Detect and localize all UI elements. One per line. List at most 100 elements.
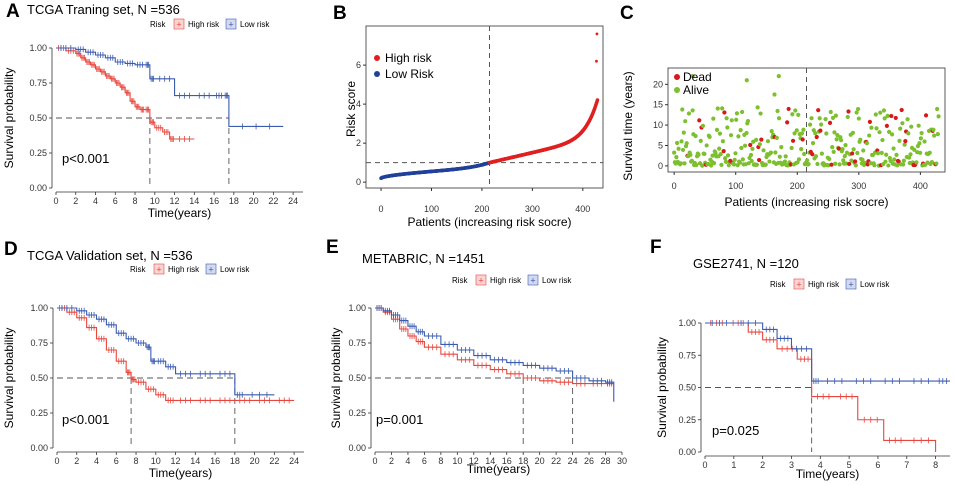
alive-point xyxy=(723,159,728,164)
alive-point xyxy=(917,141,922,146)
km-curve-high-risk xyxy=(57,307,295,401)
y-tick-label: 0.25 xyxy=(29,148,47,158)
dead-point xyxy=(800,137,805,142)
alive-point xyxy=(875,151,881,156)
alive-point xyxy=(789,145,794,151)
x-tick-label: 400 xyxy=(913,181,928,191)
y-tick-label: 0.00 xyxy=(678,447,696,457)
x-tick-label: 0 xyxy=(702,460,707,470)
risk-outlier xyxy=(595,32,599,36)
alive-point xyxy=(777,154,782,159)
alive-point xyxy=(774,135,779,140)
km-curve-low-risk xyxy=(375,307,615,402)
alive-point xyxy=(794,128,799,133)
legend-high-key xyxy=(153,263,165,275)
x-tick-label: 12 xyxy=(469,456,479,466)
alive-point xyxy=(718,152,723,157)
x-tick-label: 3 xyxy=(789,460,794,470)
alive-point xyxy=(849,158,854,163)
y-tick-label: 0.00 xyxy=(29,183,47,193)
legend-high-label: High risk xyxy=(168,265,200,274)
x-tick-label: 14 xyxy=(189,196,199,206)
legend-high-key xyxy=(475,274,487,286)
alive-point xyxy=(819,151,824,156)
x-tick-label: 4 xyxy=(94,456,99,466)
legend-high-key xyxy=(793,278,805,290)
alive-point xyxy=(799,147,804,152)
p-value: p=0.025 xyxy=(712,423,759,438)
y-tick-label: 1.00 xyxy=(30,303,48,313)
alive-point xyxy=(715,106,720,111)
y-axis-title: Survival probability xyxy=(2,68,16,169)
alive-point xyxy=(895,163,900,168)
alive-point xyxy=(737,160,742,165)
y-tick-label: 0.50 xyxy=(678,383,696,393)
alive-point xyxy=(935,106,940,112)
alive-point xyxy=(918,150,923,155)
y-tick-label: 0.75 xyxy=(678,350,696,360)
dead-point xyxy=(818,128,823,133)
dead-point xyxy=(899,107,904,113)
alive-point xyxy=(898,126,903,131)
alive-point xyxy=(775,108,780,114)
panel-letter-d: D xyxy=(4,239,18,260)
x-tick-label: 1 xyxy=(731,460,736,470)
y-tick-label: 15 xyxy=(653,100,663,110)
alive-point xyxy=(827,156,832,162)
legend-high-label: High risk xyxy=(188,20,220,29)
alive-point xyxy=(739,145,744,151)
alive-point xyxy=(901,162,906,167)
alive-point xyxy=(782,159,788,164)
alive-point xyxy=(742,143,748,148)
x-tick-label: 0 xyxy=(672,181,677,191)
alive-point xyxy=(891,146,896,151)
alive-point xyxy=(723,156,728,161)
x-tick-label: 300 xyxy=(525,204,540,214)
x-tick-label: 18 xyxy=(518,456,528,466)
dead-point xyxy=(903,139,908,144)
x-tick-label: 400 xyxy=(575,204,590,214)
alive-point xyxy=(902,142,907,147)
y-tick-label: 0.00 xyxy=(30,443,48,453)
alive-point xyxy=(783,154,788,159)
km-plot-a: TCGA Traning set, N =536 Risk + High risk + L… xyxy=(2,2,303,220)
legend-low-key xyxy=(225,18,237,30)
alive-point xyxy=(776,74,781,79)
x-tick-label: 16 xyxy=(210,456,220,466)
alive-point xyxy=(856,116,861,121)
alive-point xyxy=(916,123,921,128)
legend-low-mark: + xyxy=(530,276,535,286)
x-tick-label: 4 xyxy=(405,456,410,466)
x-tick-label: 6 xyxy=(422,456,427,466)
alive-point xyxy=(704,143,709,148)
alive-point xyxy=(855,106,861,112)
legend-low-label: Low Risk xyxy=(385,67,435,81)
legend-low-label: Low risk xyxy=(542,276,572,285)
alive-point xyxy=(758,111,763,116)
dead-point xyxy=(829,162,834,167)
y-tick-label: 0.75 xyxy=(30,338,48,348)
chart-title: GSE2741, N =120 xyxy=(693,256,799,271)
x-tick-label: 8 xyxy=(438,456,443,466)
x-tick-label: 28 xyxy=(601,456,611,466)
chart-title: TCGA Traning set, N =536 xyxy=(27,2,180,17)
alive-point xyxy=(748,152,754,158)
risk-score-plot-b: 0 2 4 6 0 100 200 300 400 Patients (increasing ri… xyxy=(344,25,604,229)
dead-point xyxy=(790,138,796,143)
dead-point xyxy=(847,161,852,167)
x-axis-title: Time(years) xyxy=(149,466,213,480)
plot-frame xyxy=(365,25,604,189)
panel-letter-c: C xyxy=(620,3,634,24)
alive-point xyxy=(700,123,706,128)
alive-point xyxy=(936,114,941,119)
dead-point xyxy=(923,113,929,118)
legend-low-mark: + xyxy=(228,20,233,30)
alive-point xyxy=(790,112,795,117)
legend: Risk + High risk + Low risk xyxy=(150,18,270,30)
panel-letter-f: F xyxy=(650,237,662,258)
alive-point xyxy=(858,137,863,142)
alive-point xyxy=(843,143,848,148)
dead-point xyxy=(867,119,873,124)
